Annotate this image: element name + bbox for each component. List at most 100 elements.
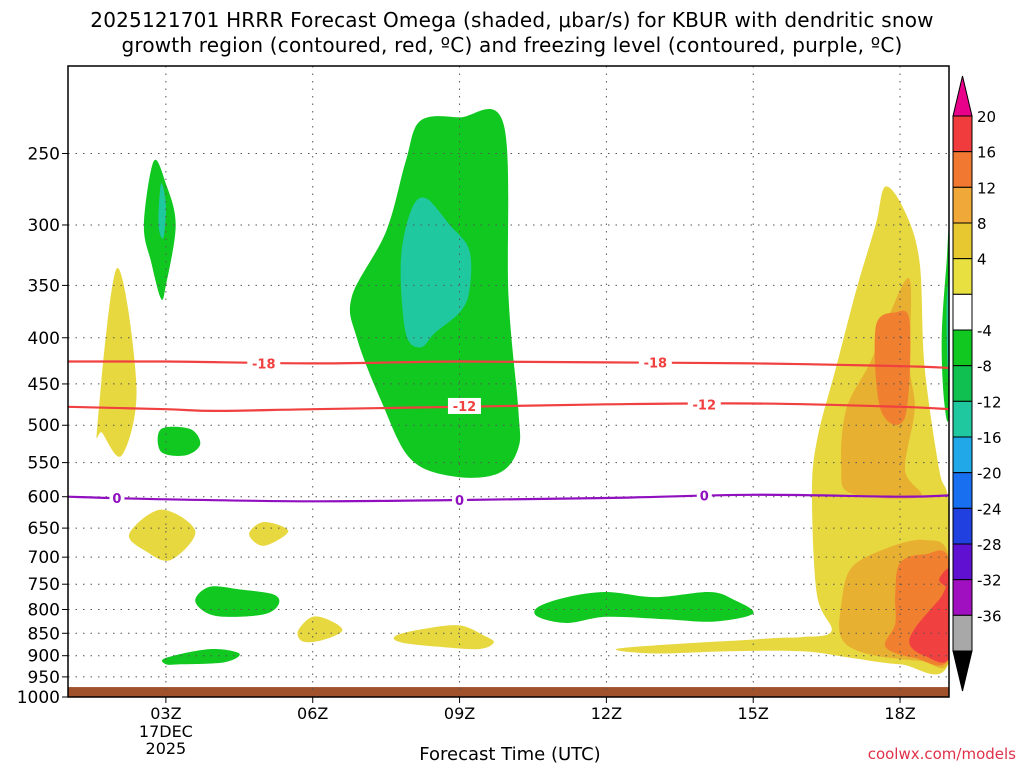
y-tick-label-700: 700 [28,548,60,568]
y-tick-label-850: 850 [28,624,60,644]
colorbar-label-6: -8 [977,358,992,376]
contour-label-0: -18 [252,357,276,372]
colorbar-box-9 [952,436,973,474]
plot-frame [67,65,950,698]
colorbar-box-3 [952,222,973,260]
y-tick-label-600: 600 [28,488,60,508]
colorbar-box-4 [952,258,973,295]
colorbar-bottom-arrow [952,650,973,692]
contour-label-bg-6 [696,487,712,504]
contour-label-5: 0 [455,494,464,509]
colorbar-label-4: 4 [977,251,987,269]
omega-region-16 [874,310,911,426]
chart-title-line-2: growth region (contoured, red, ºC) and f… [121,33,903,57]
contour-label-bg-3 [687,396,721,413]
y-tick-label-550: 550 [28,454,60,474]
y-tick-label-300: 300 [28,216,60,236]
omega-region-12 [534,591,754,623]
colorbar-label-9: -20 [977,465,1002,483]
x-tick-label-06Z: 06Z [297,704,328,723]
x-date-label-1: 2025 [146,739,187,758]
contour-label-6: 0 [700,489,709,504]
colorbar-label-3: 8 [977,215,987,233]
contour-line--12-1 [68,402,949,413]
colorbar: 20 16 12 8 4 -4 -8 -12 -16 -20 -24 -28 -32 -36 [952,75,1002,692]
y-tick-label-350: 350 [28,276,60,296]
omega-region-4 [400,197,472,348]
colorbar-box-5 [952,293,973,331]
y-tick-label-450: 450 [28,375,60,395]
contour-label-4: 0 [112,492,121,507]
contour-label-bg-0 [247,355,281,372]
colorbar-box-11 [952,507,973,545]
colorbar-box-7 [952,365,973,402]
contour-line-0-2 [68,493,949,503]
contour-label-bg-4 [109,490,125,507]
contour-labels: -18 -18 -12 -12 0 0 0 [109,354,721,509]
colorbar-label-12: -32 [977,572,1002,590]
colorbar-box-2 [952,186,973,224]
colorbar-label-11: -28 [977,536,1002,554]
credit-link[interactable]: coolwx.com/models [867,745,1016,763]
colorbar-label-1: 16 [977,144,996,162]
contour-label-3: -12 [693,398,717,413]
x-tick-label-18Z: 18Z [884,704,915,723]
y-tick-label-650: 650 [28,519,60,539]
ground-layer [68,687,949,697]
y-tick-label-950: 950 [28,668,60,688]
contour-label-2: -12 [453,400,477,415]
y-tick-label-500: 500 [28,416,60,436]
colorbar-box-0 [952,115,973,153]
contour-label-bg-5 [452,491,468,508]
colorbar-label-5: -4 [977,322,992,340]
y-tick-label-800: 800 [28,601,60,621]
colorbar-label-8: -16 [977,429,1002,447]
colorbar-label-10: -24 [977,500,1002,518]
omega-shading [96,109,949,675]
y-tick-label-1000: 1000 [17,688,60,708]
omega-region-20 [941,229,949,422]
contour-line--18-0 [68,360,949,369]
colorbar-box-13 [952,579,973,616]
x-tick-label-15Z: 15Z [738,704,769,723]
x-axis-label: Forecast Time (UTC) [419,744,601,765]
chart-title-line-1: 2025121701 HRRR Forecast Omega (shaded, … [90,8,934,32]
y-tick-label-250: 250 [28,144,60,164]
colorbar-box-8 [952,400,973,438]
omega-region-10 [393,625,494,650]
contour-label-bg-2 [447,397,481,414]
colorbar-box-14 [952,614,973,652]
temperature-contours [68,360,949,503]
x-date-label-0: 17DEC [139,722,193,741]
grid-lines [68,66,949,698]
colorbar-label-13: -36 [977,607,1002,625]
y-tick-label-750: 750 [28,575,60,595]
colorbar-box-10 [952,472,973,509]
omega-region-9 [297,616,343,643]
omega-region-2 [158,183,166,239]
omega-region-7 [249,521,289,546]
x-tick-label-03Z: 03Z [150,704,181,723]
y-axis-ticks: 250 300 350 400 450 500 550 600 650 700 750 800 850 9… [17,144,68,708]
y-tick-label-400: 400 [28,329,60,349]
omega-region-18 [909,585,949,663]
colorbar-label-7: -12 [977,393,1002,411]
colorbar-label-0: 20 [977,108,996,126]
omega-region-19 [939,568,949,588]
omega-region-6 [128,509,196,561]
colorbar-top-arrow [952,75,973,117]
omega-region-8 [195,586,280,617]
omega-region-5 [157,426,201,456]
contour-label-1: -18 [644,356,668,371]
y-tick-label-900: 900 [28,647,60,667]
colorbar-box-6 [952,329,973,367]
contour-label-bg-1 [638,354,672,371]
omega-region-13 [615,186,949,675]
x-tick-label-09Z: 09Z [444,704,475,723]
colorbar-box-1 [952,151,973,188]
omega-region-11 [161,648,240,665]
ground-fill [68,687,949,697]
colorbar-label-2: 12 [977,179,996,197]
